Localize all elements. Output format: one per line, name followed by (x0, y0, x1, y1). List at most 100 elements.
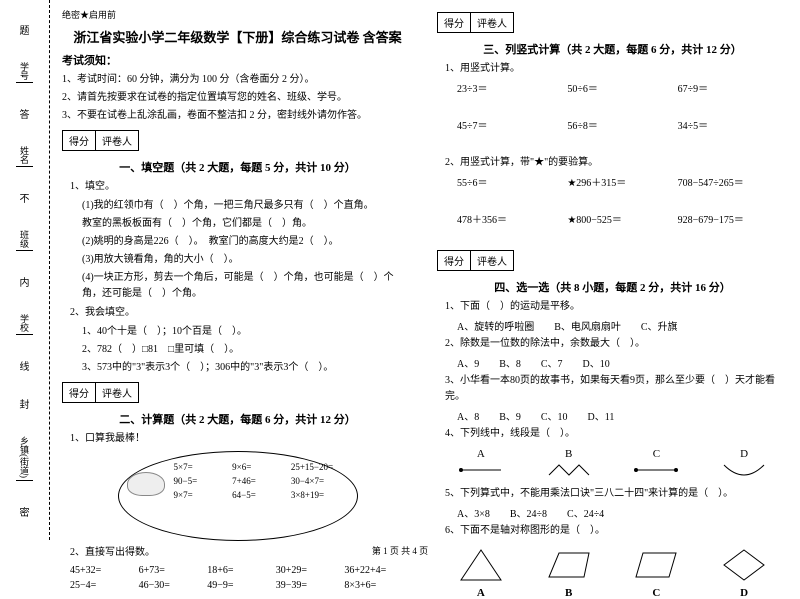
score-label: 得分 (438, 251, 471, 270)
score-box: 得分 评卷人 (62, 130, 139, 151)
q2-stem: 2、我会填空。 (70, 305, 413, 321)
section-3-title: 三、列竖式计算（共 2 大题，每题 6 分，共计 12 分） (437, 41, 788, 57)
grader-label: 评卷人 (471, 251, 513, 270)
calc-cell: 3×8+19= (291, 490, 342, 500)
field-township: 乡镇(街道) (16, 434, 33, 481)
label-a: A (477, 587, 485, 599)
choice-q4: 4、下列线中，线段是（ ）。 (445, 426, 788, 442)
vert1-row1: 23÷3＝ 50÷6＝ 67÷9＝ (457, 80, 788, 95)
choice-q3: 3、小华看一本80页的故事书，如果每天看9页，那么至少要（ ）天才能看完。 (445, 373, 788, 405)
opt-d: D (719, 448, 769, 480)
eq: 23÷3＝ (457, 80, 567, 95)
rule-3: 3、不要在试卷上乱涂乱画，卷面不整洁扣 2 分，密封线外请勿作答。 (62, 108, 413, 123)
calc-cell: 18+6= (207, 565, 276, 576)
binding-char: 内 (20, 274, 30, 289)
grader-label: 评卷人 (96, 131, 138, 150)
zigzag-icon (544, 460, 594, 480)
binding-char: 答 (20, 106, 30, 121)
vert2-row2: 478＋356＝ ★800−525＝ 928−679−175＝ (457, 211, 788, 226)
choice-q2-opts: A、9 B、8 C、7 D、10 (457, 355, 788, 370)
parallelogram-icon (631, 545, 681, 585)
eq: 478＋356＝ (457, 211, 567, 226)
calc-cell: 9×6= (232, 462, 283, 472)
eq: 55÷6＝ (457, 174, 567, 189)
ray-icon (456, 460, 506, 480)
trapezoid-icon (544, 545, 594, 585)
opt-b: B (544, 545, 594, 599)
q1-1b: 教室的黑板板面有（ ）个角，它们都是（ ）角。 (82, 216, 413, 232)
field-name: 姓名 (16, 144, 33, 167)
curve-icon (719, 460, 769, 480)
oval-frame: 5×7= 9×6= 25+15−20= 90−5= 7+46= 30−4×7= … (118, 451, 358, 541)
binding-char: 题 (20, 22, 30, 37)
calc-cell: 90−5= (174, 476, 225, 486)
q2-1: 1、40个十是（ ）；10个百是（ ）。 (82, 324, 413, 340)
vert2-stem: 2、用竖式计算，带"★"的要验算。 (445, 155, 788, 171)
page-container: 题 学号 答 姓名 不 班级 内 学校 线 封 乡镇(街道) 密 绝密★启用前 … (0, 0, 800, 540)
section-4-title: 四、选一选（共 8 小题，每题 2 分，共计 16 分） (437, 279, 788, 295)
label-c: C (653, 448, 660, 460)
calc-cell: 6+73= (139, 565, 208, 576)
calc-cell: 7+46= (232, 476, 283, 486)
label-d: D (740, 448, 748, 460)
q1-3: (3)用放大镜看角，角的大小（ ）。 (82, 252, 413, 268)
binding-char: 线 (20, 358, 30, 373)
opt-d: D (719, 545, 769, 599)
q4-shapes: A B C D (437, 448, 788, 480)
diamond-icon (719, 545, 769, 585)
label-a: A (477, 448, 485, 460)
paper-title: 浙江省实验小学二年级数学【下册】综合练习试卷 含答案 (62, 27, 413, 46)
eq: 50÷6＝ (567, 80, 677, 95)
triangle-icon (456, 545, 506, 585)
calc-cell: 46−30= (139, 580, 208, 591)
choice-q2: 2、除数是一位数的除法中，余数最大（ ）。 (445, 336, 788, 352)
calc-cell: 30−4×7= (291, 476, 342, 486)
segment-icon (631, 460, 681, 480)
content-area: 绝密★启用前 浙江省实验小学二年级数学【下册】综合练习试卷 含答案 考试须知： … (50, 0, 800, 540)
label-c: C (652, 587, 660, 599)
calc-cell: 45+32= (70, 565, 139, 576)
grader-label: 评卷人 (471, 13, 513, 32)
q2-2: 2、782（ ）□81 □里可填（ ）。 (82, 342, 413, 358)
calc-cell: 39−39= (276, 580, 345, 591)
left-column: 绝密★启用前 浙江省实验小学二年级数学【下册】综合练习试卷 含答案 考试须知： … (50, 0, 425, 540)
q1-4: (4)一块正方形，剪去一个角后，可能是（ ）个角，也可能是（ ）个角，还可能是（… (82, 270, 413, 302)
choice-q5-opts: A、3×8 B、24÷8 C、24÷4 (457, 505, 788, 520)
calc-cell: 9×7= (174, 490, 225, 500)
calc-cell: 5×7= (174, 462, 225, 472)
score-label: 得分 (63, 383, 96, 402)
binding-char: 不 (20, 190, 30, 205)
calc-cell: 64−5= (232, 490, 283, 500)
q6-shapes: A B C D (437, 545, 788, 599)
calc-cell: 25−4= (70, 580, 139, 591)
q1-2: (2)姚明的身高是226（ ）。 教室门的高度大约是2（ ）。 (82, 234, 413, 250)
exam-notice-heading: 考试须知： (62, 52, 413, 68)
calc2-row1: 45+32= 6+73= 18+6= 30+29= 36+22+4= (70, 565, 413, 576)
field-school: 学校 (16, 312, 33, 335)
score-label: 得分 (63, 131, 96, 150)
score-box: 得分 评卷人 (437, 12, 514, 33)
score-box: 得分 评卷人 (62, 382, 139, 403)
right-column: 得分 评卷人 三、列竖式计算（共 2 大题，每题 6 分，共计 12 分） 1、… (425, 0, 800, 540)
field-student-id: 学号 (16, 60, 33, 83)
section-1-title: 一、填空题（共 2 大题，每题 5 分，共计 10 分） (62, 159, 413, 175)
field-class: 班级 (16, 228, 33, 251)
ufo-icon (127, 472, 165, 496)
eq: 34÷5＝ (678, 117, 788, 132)
section-2-title: 二、计算题（共 2 大题，每题 6 分，共计 12 分） (62, 411, 413, 427)
choice-q1: 1、下面（ ）的运动是平移。 (445, 299, 788, 315)
opt-b: B (544, 448, 594, 480)
vert1-stem: 1、用竖式计算。 (445, 61, 788, 77)
calc-grid: 5×7= 9×6= 25+15−20= 90−5= 7+46= 30−4×7= … (174, 462, 342, 500)
calc-cell: 36+22+4= (344, 565, 413, 576)
vert1-row2: 45÷7＝ 56÷8＝ 34÷5＝ (457, 117, 788, 132)
label-b: B (565, 587, 572, 599)
calc-cell: 8×3+6= (344, 580, 413, 591)
calc1-stem: 1、口算我最棒！ (70, 431, 413, 447)
q1-stem: 1、填空。 (70, 179, 413, 195)
opt-a: A (456, 545, 506, 599)
eq: 708−547÷265＝ (678, 174, 788, 189)
q1-1: (1)我的红领巾有（ ）个角，一把三角尺最多只有（ ）个直角。 (82, 198, 413, 214)
choice-q5: 5、下列算式中，不能用乘法口诀"三八二十四"来计算的是（ ）。 (445, 486, 788, 502)
choice-q1-opts: A、旋转的呼啦圈 B、电风扇扇叶 C、升旗 (457, 318, 788, 333)
